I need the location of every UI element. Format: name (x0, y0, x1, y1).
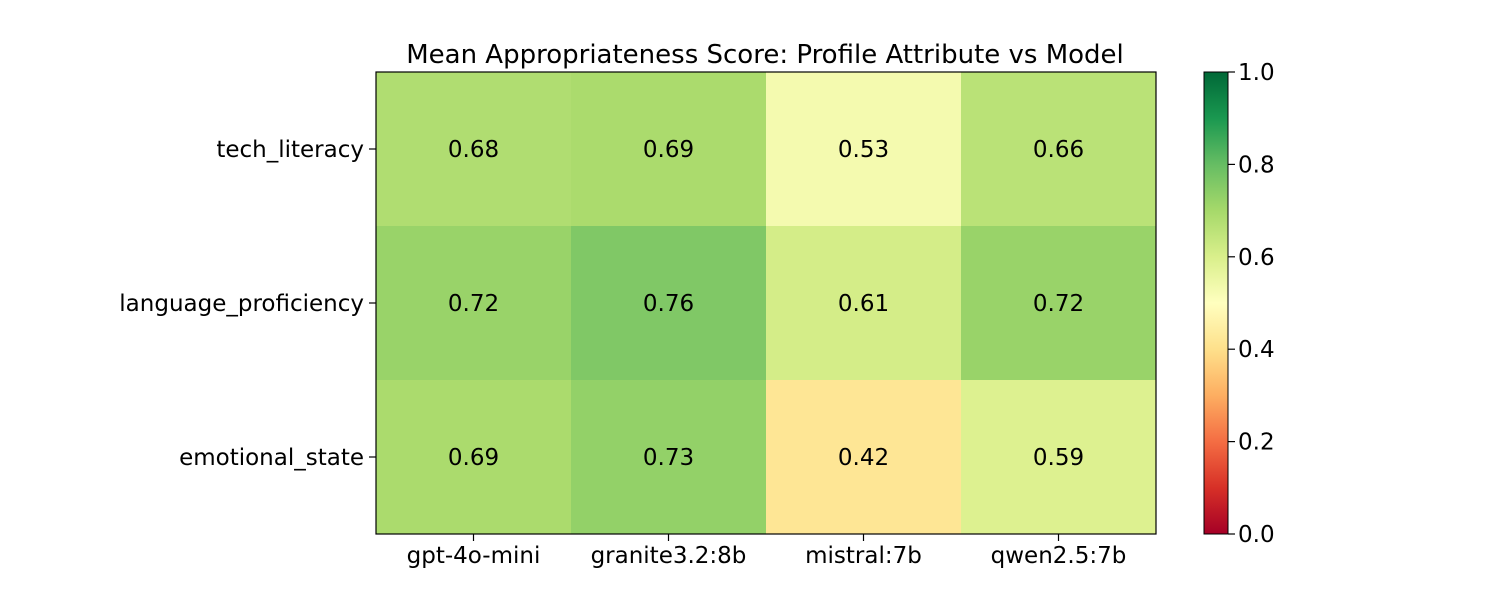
colorbar-tick-label: 0.4 (1238, 337, 1275, 363)
cell-value-label: 0.59 (1033, 445, 1084, 471)
cell-value-label: 0.61 (838, 291, 889, 317)
cell-value-label: 0.68 (448, 137, 499, 163)
y-axis: tech_literacy language_proficiencyemotion… (119, 137, 376, 471)
y-tick-label: emotional_state (179, 445, 364, 471)
x-tick-label: granite3.2:8b (591, 543, 747, 569)
heatmap-cell (376, 226, 572, 381)
heatmap-cell (571, 226, 767, 381)
y-tick-label: tech_literacy (216, 137, 364, 163)
cell-value-label: 0.73 (643, 445, 694, 471)
colorbar-tick-label: 0.8 (1238, 152, 1275, 178)
x-tick-label: qwen2.5:7b (991, 543, 1127, 569)
colorbar-tick-label: 0.0 (1238, 522, 1275, 548)
heatmap-cell (961, 380, 1157, 535)
heatmap-cell (376, 380, 572, 535)
x-tick-label: mistral:7b (805, 543, 922, 569)
heatmap-cell (766, 226, 962, 381)
heatmap-cell (961, 72, 1157, 227)
chart-title: Mean Appropriateness Score: Profile Attr… (406, 40, 1124, 70)
heatmap-cell (376, 72, 572, 227)
colorbar-tick-label: 1.0 (1238, 60, 1275, 86)
cell-value-label: 0.76 (643, 291, 694, 317)
heatmap-cell (571, 72, 767, 227)
heatmap-cell (766, 380, 962, 535)
colorbar-tick-label: 0.2 (1238, 430, 1275, 456)
heatmap-cell (961, 226, 1157, 381)
cell-value-label: 0.42 (838, 445, 889, 471)
cell-value-label: 0.66 (1033, 137, 1084, 163)
cell-value-label: 0.69 (643, 137, 694, 163)
x-axis: gpt-4o-mini granite3.2:8b mistral:7b qwen2.… (407, 534, 1127, 569)
cell-value-label: 0.69 (448, 445, 499, 471)
cell-value-label: 0.72 (1033, 291, 1084, 317)
colorbar-tick-label: 0.6 (1238, 245, 1275, 271)
heatmap-cell (571, 380, 767, 535)
heatmap-cell (766, 72, 962, 227)
cell-value-label: 0.53 (838, 137, 889, 163)
heatmap-cells: 0.68 0.69 0.53 0.66 0.72 0.76 0.61 0.72 0.69 0.73… (376, 72, 1157, 535)
x-tick-label: gpt-4o-mini (407, 543, 541, 569)
cell-value-label: 0.72 (448, 291, 499, 317)
colorbar (1203, 71, 1229, 535)
colorbar-axis: 0.0 0.2 0.4 0.6 0.8 1.0 (1228, 60, 1275, 548)
y-tick-label: language_proficiency (119, 291, 364, 317)
